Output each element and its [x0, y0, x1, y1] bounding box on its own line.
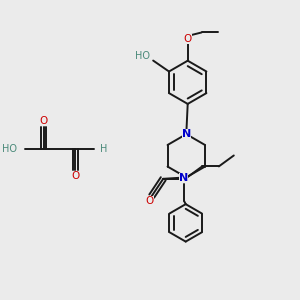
Text: HO: HO — [2, 144, 17, 154]
Text: HO: HO — [135, 51, 150, 61]
Text: O: O — [145, 196, 154, 206]
Text: O: O — [40, 116, 48, 126]
Text: H: H — [100, 144, 107, 154]
Text: O: O — [184, 34, 192, 44]
Text: N: N — [182, 129, 191, 139]
Text: O: O — [71, 171, 80, 181]
Text: N: N — [179, 173, 188, 183]
